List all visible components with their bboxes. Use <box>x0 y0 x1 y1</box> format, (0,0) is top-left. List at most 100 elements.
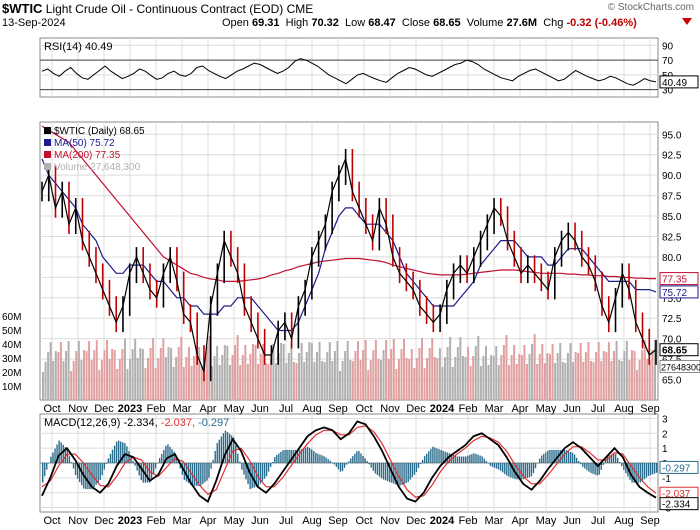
macd-hist-bar <box>42 463 44 483</box>
macd-hist-bar <box>95 463 97 485</box>
macd-hist-bar <box>311 449 313 463</box>
macd-hist-bar <box>308 447 311 463</box>
macd-hist-bar <box>276 455 278 463</box>
macd-hist-bar <box>111 449 114 463</box>
volume-bar <box>574 352 577 400</box>
macd-hist-bar <box>267 463 270 472</box>
volume-bar <box>615 341 618 400</box>
volume-bar <box>275 363 278 400</box>
volume-bar <box>446 347 449 400</box>
macd-hist-bar <box>214 450 216 463</box>
macd-hist-bar <box>493 463 496 468</box>
x-tick-label-top: Jun <box>251 403 269 415</box>
volume-bar <box>633 351 636 400</box>
macd-hist-bar <box>479 455 481 463</box>
volume-bar <box>223 345 226 400</box>
macd-hist-bar <box>70 462 73 463</box>
price-line <box>41 156 657 372</box>
macd-last-label-box <box>659 497 699 511</box>
volume-bar <box>467 347 470 400</box>
volume-bar <box>141 349 144 400</box>
macd-hist-bar <box>237 453 239 463</box>
macd-hist-bar <box>56 444 58 463</box>
volume-bar <box>405 358 408 400</box>
volume-bar <box>592 362 595 400</box>
volume-bar <box>510 355 513 400</box>
macd-hist-bar <box>200 463 202 486</box>
volume-bar <box>569 343 572 400</box>
macd-hist-bar <box>432 446 434 463</box>
high-value: 70.32 <box>311 17 339 29</box>
volume-bar <box>331 361 334 400</box>
volume-bar <box>180 337 183 400</box>
volume-bar <box>454 357 457 400</box>
macd-hist-bar <box>413 463 416 475</box>
macd-hist-bar <box>187 463 190 484</box>
macd-hist-bar <box>138 463 140 476</box>
volume-bar <box>162 338 165 400</box>
x-tick-label-top: Jul <box>591 403 605 415</box>
macd-hist-bar <box>467 455 469 463</box>
volume-bar <box>500 355 503 400</box>
macd-hist-bar <box>368 463 370 465</box>
macd-hist-bar <box>327 459 329 463</box>
volume-bar <box>131 349 134 400</box>
macd-hist-bar <box>216 442 218 463</box>
volume-bar <box>487 365 490 400</box>
x-tick-label-top: May <box>536 403 557 415</box>
volume-bar <box>42 372 44 400</box>
macd-hist-bar <box>321 455 323 463</box>
x-tick-label-top: Dec <box>406 403 426 415</box>
macd-hist-bar <box>653 463 656 474</box>
volume-bar <box>149 348 152 400</box>
macd-hist-bar <box>440 449 442 463</box>
open-value: 69.31 <box>251 17 280 29</box>
low-label: Low <box>344 17 366 29</box>
macd-hist-bar <box>265 463 268 477</box>
macd-hist-bar <box>602 463 605 465</box>
macd-hist-bar <box>428 451 430 463</box>
volume-bar <box>303 362 306 400</box>
volume-bar <box>172 367 175 400</box>
volume-bar <box>420 338 423 400</box>
macd-hist-bar <box>58 440 60 463</box>
volume-bar <box>126 369 129 400</box>
volume-bar <box>577 353 580 400</box>
macd-hist-bar <box>516 463 518 480</box>
macd-hist-bar <box>193 463 196 486</box>
volume-bar <box>554 363 557 400</box>
macd-hist-bar <box>117 440 120 463</box>
volume-bar <box>654 340 656 400</box>
volume-bar <box>85 351 88 400</box>
x-tick-label-bottom: May <box>536 515 557 527</box>
legend-entry: Volume 27,648,300 <box>54 162 141 173</box>
close-last-label-box <box>659 343 699 357</box>
macd-hist-bar <box>99 463 101 481</box>
volume-label: Volume <box>466 17 504 29</box>
volume-bar <box>272 344 275 400</box>
volume-bar <box>82 350 85 400</box>
macd-line <box>41 420 657 503</box>
x-tick-label-bottom: Jun <box>251 515 269 527</box>
macd-hist-bar <box>409 463 411 480</box>
high-label: High <box>285 17 309 29</box>
volume-bar <box>336 341 339 400</box>
volume-bar <box>625 341 628 400</box>
rsi-last-box <box>659 75 699 89</box>
x-tick-label-bottom: Aug <box>302 515 322 527</box>
macd-hist-bar <box>415 463 418 473</box>
macd-hist-bar <box>370 463 372 468</box>
macd-hist-bar <box>356 451 358 463</box>
macd-hist-bar <box>411 463 414 478</box>
volume-bar <box>328 342 331 400</box>
macd-hist-bar <box>282 450 284 463</box>
macd-hist-bar <box>350 458 352 463</box>
macd-hist-bar <box>460 456 463 463</box>
macd-hist-bar <box>185 463 188 482</box>
volume-bar <box>226 346 229 400</box>
macd-hist-bar <box>436 448 438 463</box>
macd-hist-bar <box>608 455 611 463</box>
macd-hist-bar <box>243 463 245 475</box>
macd-hist-bar <box>491 463 494 467</box>
